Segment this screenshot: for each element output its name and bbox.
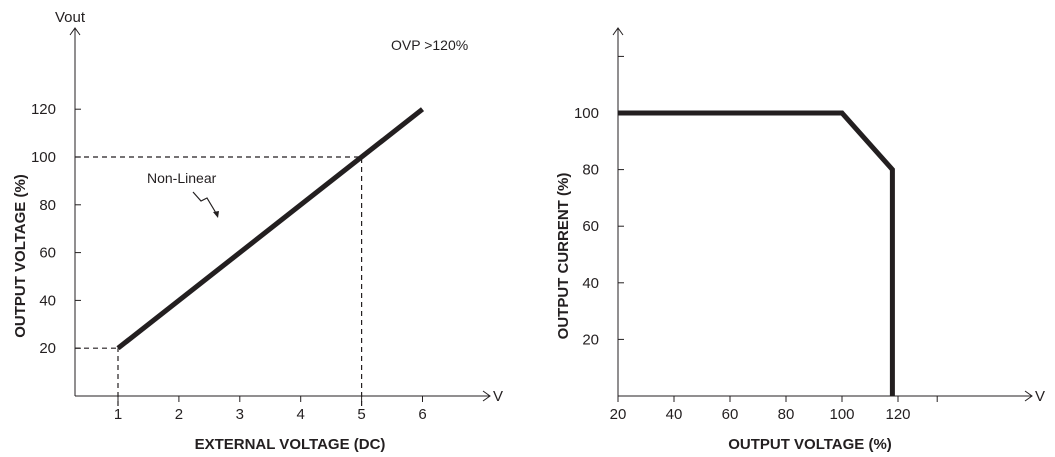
left-series	[116, 107, 425, 351]
left-ticks: 1 2 3 4 5 6 20 40 60 80 100 120	[31, 101, 427, 423]
x-tick-label: 3	[236, 406, 244, 423]
right-y-axis-label: OUTPUT CURRENT (%)	[555, 173, 572, 340]
y-tick-label: 80	[582, 162, 599, 179]
x-tick-label: 60	[722, 406, 739, 423]
left-reference-lines	[75, 156, 363, 406]
right-x-unit-label: V	[1035, 388, 1045, 405]
x-tick-label: 4	[297, 406, 305, 423]
right-ticks: 20 40 60 80 100 120 20 40 60 80 100	[574, 55, 938, 423]
left-axes	[69, 27, 491, 402]
x-tick-label: 40	[666, 406, 683, 423]
chart-right: 20 40 60 80 100 120 20 40 60 80 100 V OUTPUT VOLTA…	[555, 27, 1045, 453]
x-tick-label: 2	[175, 406, 183, 423]
x-tick-label: 6	[418, 406, 426, 423]
y-tick-label: 60	[582, 218, 599, 235]
y-tick-label: 100	[574, 105, 599, 122]
y-tick-label: 40	[582, 275, 599, 292]
non-linear-annotation: Non-Linear	[147, 170, 217, 186]
x-tick-label: 100	[829, 406, 854, 423]
series-line	[116, 107, 425, 351]
y-tick-label: 100	[31, 149, 56, 166]
x-tick-label: 1	[114, 406, 122, 423]
non-linear-pointer	[192, 191, 219, 218]
y-axis-arrow	[612, 27, 624, 36]
right-series	[618, 110, 895, 396]
x-tick-label: 120	[885, 406, 910, 423]
chart-left: 1 2 3 4 5 6 20 40 60 80 100 120 Vout V EXTERNAL VOL…	[12, 9, 503, 453]
x-tick-label: 80	[778, 406, 795, 423]
x-tick-label: 20	[610, 406, 627, 423]
series-line	[618, 110, 895, 396]
ovp-annotation: OVP >120%	[391, 37, 468, 53]
right-x-axis-label: OUTPUT VOLTAGE (%)	[728, 436, 892, 453]
left-x-axis-label: EXTERNAL VOLTAGE (DC)	[195, 436, 386, 453]
y-tick-label: 60	[39, 245, 56, 262]
y-tick-label: 20	[39, 340, 56, 357]
left-y-axis-label: OUTPUT VOLTAGE (%)	[12, 174, 29, 338]
y-tick-label: 40	[39, 292, 56, 309]
x-tick-label: 5	[357, 406, 365, 423]
x-axis-arrow	[482, 390, 491, 402]
y-tick-label: 20	[582, 331, 599, 348]
y-tick-label: 120	[31, 101, 56, 118]
y-axis-arrow	[69, 27, 81, 36]
right-axes	[612, 27, 1033, 402]
left-y-unit-label: Vout	[55, 9, 86, 26]
y-tick-label: 80	[39, 197, 56, 214]
left-x-unit-label: V	[493, 388, 503, 405]
x-axis-arrow	[1024, 390, 1033, 402]
